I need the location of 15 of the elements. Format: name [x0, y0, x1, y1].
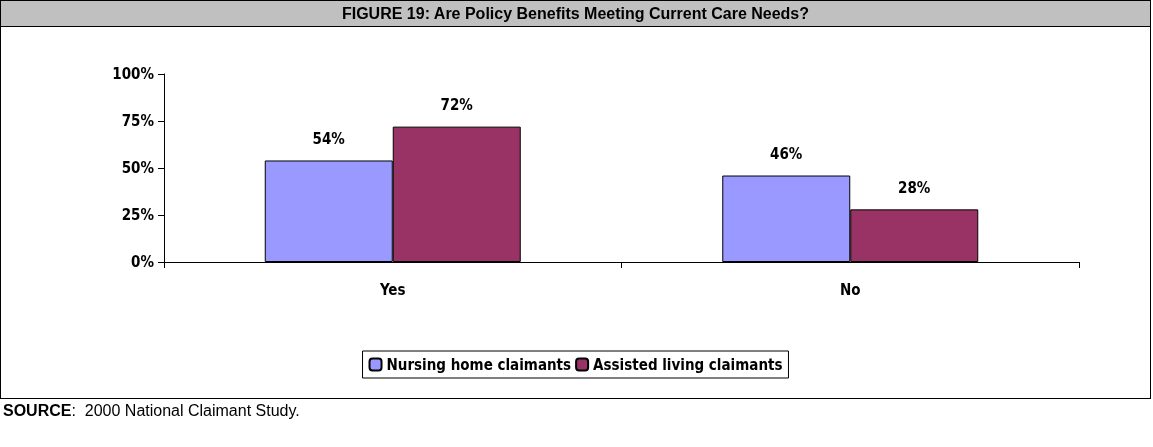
data-label: 28%	[898, 178, 931, 197]
x-tick-label: Yes	[378, 280, 406, 299]
chart-title: FIGURE 19: Are Policy Benefits Meeting Current Care Needs?	[0, 0, 1151, 27]
data-label: 46%	[770, 145, 803, 164]
data-label: 72%	[440, 96, 474, 115]
y-tick-label: 100%	[112, 65, 155, 83]
y-tick-label: 50%	[121, 159, 155, 177]
y-tick-label: 75%	[121, 112, 155, 130]
x-tick-label: No	[839, 280, 861, 299]
y-tick-label: 25%	[121, 206, 155, 224]
legend-label: Assisted living claimants	[593, 355, 783, 374]
source-note: SOURCE: 2000 National Claimant Study.	[3, 402, 300, 419]
legend-label: Nursing home claimants	[386, 355, 572, 374]
y-tick-label: 0%	[131, 253, 155, 271]
data-label: 54%	[312, 129, 346, 148]
